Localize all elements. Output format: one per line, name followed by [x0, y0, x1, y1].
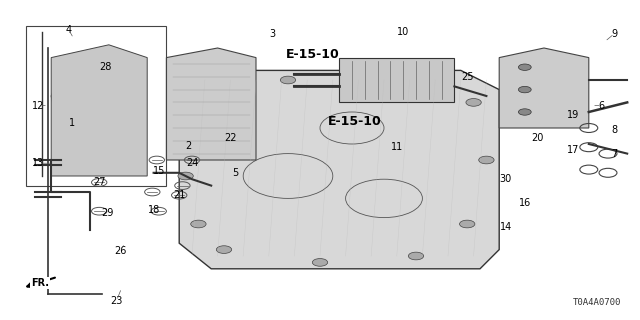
Text: 30: 30 — [499, 174, 512, 184]
Polygon shape — [51, 45, 147, 176]
Bar — [26, 26, 166, 186]
Text: 8: 8 — [611, 124, 618, 135]
Text: 28: 28 — [99, 62, 112, 72]
Text: 29: 29 — [101, 208, 114, 218]
Text: 6: 6 — [598, 100, 605, 111]
Text: 26: 26 — [114, 246, 127, 256]
Text: 5: 5 — [232, 168, 239, 178]
Text: 22: 22 — [224, 132, 237, 143]
Text: 14: 14 — [499, 222, 512, 232]
Circle shape — [518, 86, 531, 93]
Circle shape — [408, 252, 424, 260]
Circle shape — [178, 172, 193, 180]
Bar — [339, 58, 454, 102]
Circle shape — [216, 246, 232, 253]
Text: T0A4A0700: T0A4A0700 — [572, 298, 621, 307]
Circle shape — [518, 64, 531, 70]
Text: 16: 16 — [518, 198, 531, 208]
Polygon shape — [51, 54, 141, 160]
Circle shape — [466, 99, 481, 106]
Text: 13: 13 — [32, 158, 45, 168]
Text: 9: 9 — [611, 28, 618, 39]
Circle shape — [518, 109, 531, 115]
Text: 23: 23 — [110, 296, 123, 306]
Circle shape — [312, 259, 328, 266]
Circle shape — [479, 156, 494, 164]
Text: 18: 18 — [147, 204, 160, 215]
Text: 19: 19 — [566, 110, 579, 120]
Text: 25: 25 — [461, 72, 474, 82]
Text: E-15-10: E-15-10 — [285, 48, 339, 61]
Circle shape — [191, 220, 206, 228]
Text: 27: 27 — [93, 177, 106, 188]
Text: 20: 20 — [531, 132, 544, 143]
Polygon shape — [179, 70, 499, 269]
Polygon shape — [499, 48, 589, 128]
Text: 15: 15 — [152, 166, 165, 176]
Text: 10: 10 — [397, 27, 410, 37]
Polygon shape — [166, 48, 256, 160]
Text: FR.: FR. — [31, 278, 49, 288]
Text: 2: 2 — [186, 140, 192, 151]
Circle shape — [376, 73, 392, 81]
Text: 11: 11 — [390, 142, 403, 152]
Circle shape — [197, 108, 212, 116]
Text: 7: 7 — [611, 148, 618, 159]
Text: E-15-10: E-15-10 — [328, 115, 382, 128]
Text: 24: 24 — [186, 158, 198, 168]
Circle shape — [280, 76, 296, 84]
Text: 21: 21 — [173, 190, 186, 200]
Circle shape — [460, 220, 475, 228]
Text: 1: 1 — [68, 118, 75, 128]
Text: 17: 17 — [566, 145, 579, 156]
Text: 12: 12 — [32, 100, 45, 111]
Text: 4: 4 — [66, 25, 72, 36]
Text: 3: 3 — [269, 28, 275, 39]
